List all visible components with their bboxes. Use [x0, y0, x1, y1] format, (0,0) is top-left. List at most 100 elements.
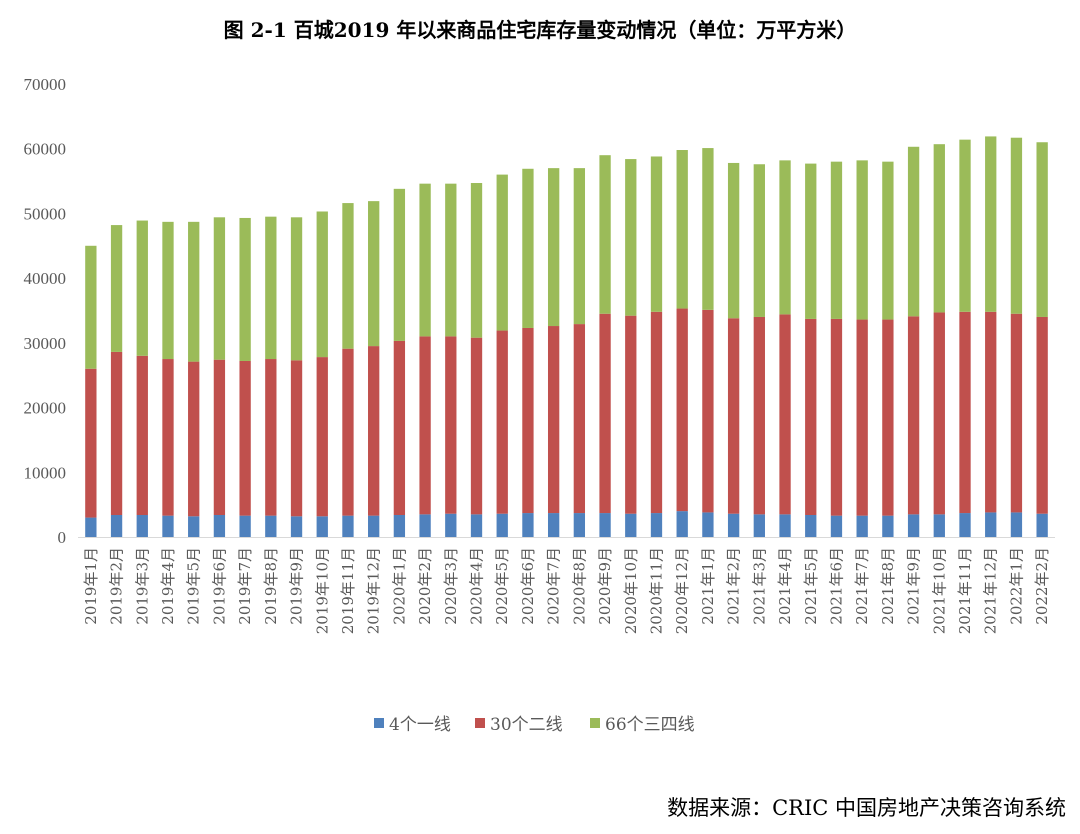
bar-segment — [573, 324, 586, 514]
x-tick-label: 2021年4月 — [776, 547, 794, 625]
x-tick-label: 2021年1月 — [699, 547, 717, 625]
x-tick-label: 2019年9月 — [288, 547, 306, 625]
x-tick-label: 2021年5月 — [802, 547, 820, 625]
x-tick-label: 2019年5月 — [185, 547, 203, 625]
bar-segment — [110, 225, 123, 352]
bar-segment — [419, 514, 431, 537]
x-tick-label: 2021年7月 — [853, 547, 871, 625]
bar-segment — [573, 513, 586, 537]
x-tick-label: 2020年6月 — [519, 547, 537, 625]
x-tick-label: 2020年3月 — [442, 547, 460, 625]
x-tick-label: 2020年12月 — [673, 547, 691, 634]
bar-segment — [188, 361, 200, 517]
bar-segment — [830, 318, 843, 516]
legend-label: 66个三四线 — [605, 715, 695, 735]
x-tick-label: 2019年3月 — [133, 547, 151, 625]
y-tick-label: 0 — [58, 528, 67, 547]
bar-segment — [162, 221, 174, 360]
x-tick-label: 2020年2月 — [416, 547, 434, 625]
bar-segment — [933, 514, 945, 537]
bar-segment — [907, 146, 920, 317]
x-tick-label: 2022年1月 — [1007, 547, 1025, 625]
bar-segment — [470, 183, 483, 338]
bar-segment — [805, 163, 817, 319]
y-tick-label: 30000 — [24, 334, 67, 353]
bar-segment — [882, 161, 894, 320]
bar-segment — [110, 514, 123, 537]
bar-segment — [753, 514, 765, 537]
bar-segment — [445, 513, 457, 537]
y-tick-label: 40000 — [24, 269, 67, 288]
legend-swatch — [374, 718, 384, 728]
bar-segment — [907, 316, 920, 515]
bar-segment — [239, 217, 251, 361]
bar-segment — [522, 327, 534, 514]
bar-segment — [882, 515, 894, 537]
x-tick-label: 2019年2月 — [108, 547, 126, 625]
bars — [85, 136, 1048, 537]
legend-label: 30个二线 — [490, 715, 563, 735]
x-tick-label: 2020年4月 — [468, 547, 486, 625]
x-tick-label: 2019年4月 — [159, 547, 177, 625]
bar-segment — [985, 136, 997, 312]
x-tick-label: 2020年5月 — [493, 547, 511, 625]
bar-segment — [265, 216, 277, 360]
bar-segment — [1036, 316, 1048, 514]
x-tick-label: 2020年8月 — [570, 547, 588, 625]
source-note: 数据来源：CRIC 中国房地产决策咨询系统 — [667, 796, 1066, 820]
bar-segment — [650, 156, 663, 312]
legend: 4个一线 30个二线 66个三四线 — [374, 715, 695, 735]
bar-segment — [239, 360, 251, 516]
bar-segment — [496, 174, 508, 331]
bar-segment — [445, 183, 457, 337]
bar-segment — [753, 164, 765, 317]
bar-segment — [393, 340, 406, 515]
y-tick-label: 50000 — [24, 204, 67, 223]
bar-segment — [650, 513, 663, 537]
bar-segment — [393, 188, 406, 341]
x-tick-label: 2019年8月 — [262, 547, 280, 625]
bar-segment — [625, 315, 637, 514]
bar-segment — [779, 160, 791, 315]
x-tick-label: 2020年7月 — [545, 547, 563, 625]
bar-segment — [573, 168, 586, 325]
bar-segment — [702, 512, 714, 537]
bar-segment — [856, 160, 868, 320]
x-tick-label: 2019年6月 — [210, 547, 228, 625]
y-tick-label: 60000 — [24, 140, 67, 159]
x-tick-label: 2019年11月 — [339, 547, 357, 634]
bar-segment — [85, 517, 97, 537]
bar-segment — [368, 201, 380, 347]
x-tick-label: 2021年3月 — [750, 547, 768, 625]
x-tick-label: 2020年10月 — [622, 547, 640, 634]
bar-segment — [316, 357, 328, 517]
bar-segment — [959, 311, 971, 514]
x-tick-label: 2019年10月 — [313, 547, 331, 634]
x-tick-label: 2021年12月 — [982, 547, 1000, 634]
bar-segment — [496, 513, 508, 537]
legend-swatch — [475, 718, 485, 728]
bar-segment — [599, 513, 611, 537]
legend-label: 4个一线 — [389, 715, 451, 735]
bar-segment — [136, 355, 148, 515]
bar-segment — [779, 314, 791, 515]
bar-segment — [162, 515, 174, 537]
bar-segment — [676, 511, 688, 537]
bar-segment — [959, 139, 971, 312]
x-tick-label: 2021年2月 — [725, 547, 743, 625]
bar-segment — [290, 360, 303, 517]
bar-segment — [188, 516, 200, 537]
bar-segment — [625, 513, 637, 537]
x-tick-label: 2020年9月 — [596, 547, 614, 625]
bar-segment — [650, 311, 663, 514]
bar-segment — [342, 515, 354, 537]
bar-segment — [213, 359, 226, 515]
bar-segment — [959, 513, 971, 537]
x-tick-label: 2019年7月 — [236, 547, 254, 625]
bar-segment — [1036, 513, 1048, 537]
bar-segment — [522, 513, 534, 537]
bar-segment — [85, 368, 97, 518]
bar-segment — [985, 512, 997, 537]
bar-segment — [290, 217, 303, 361]
bar-segment — [368, 515, 380, 537]
